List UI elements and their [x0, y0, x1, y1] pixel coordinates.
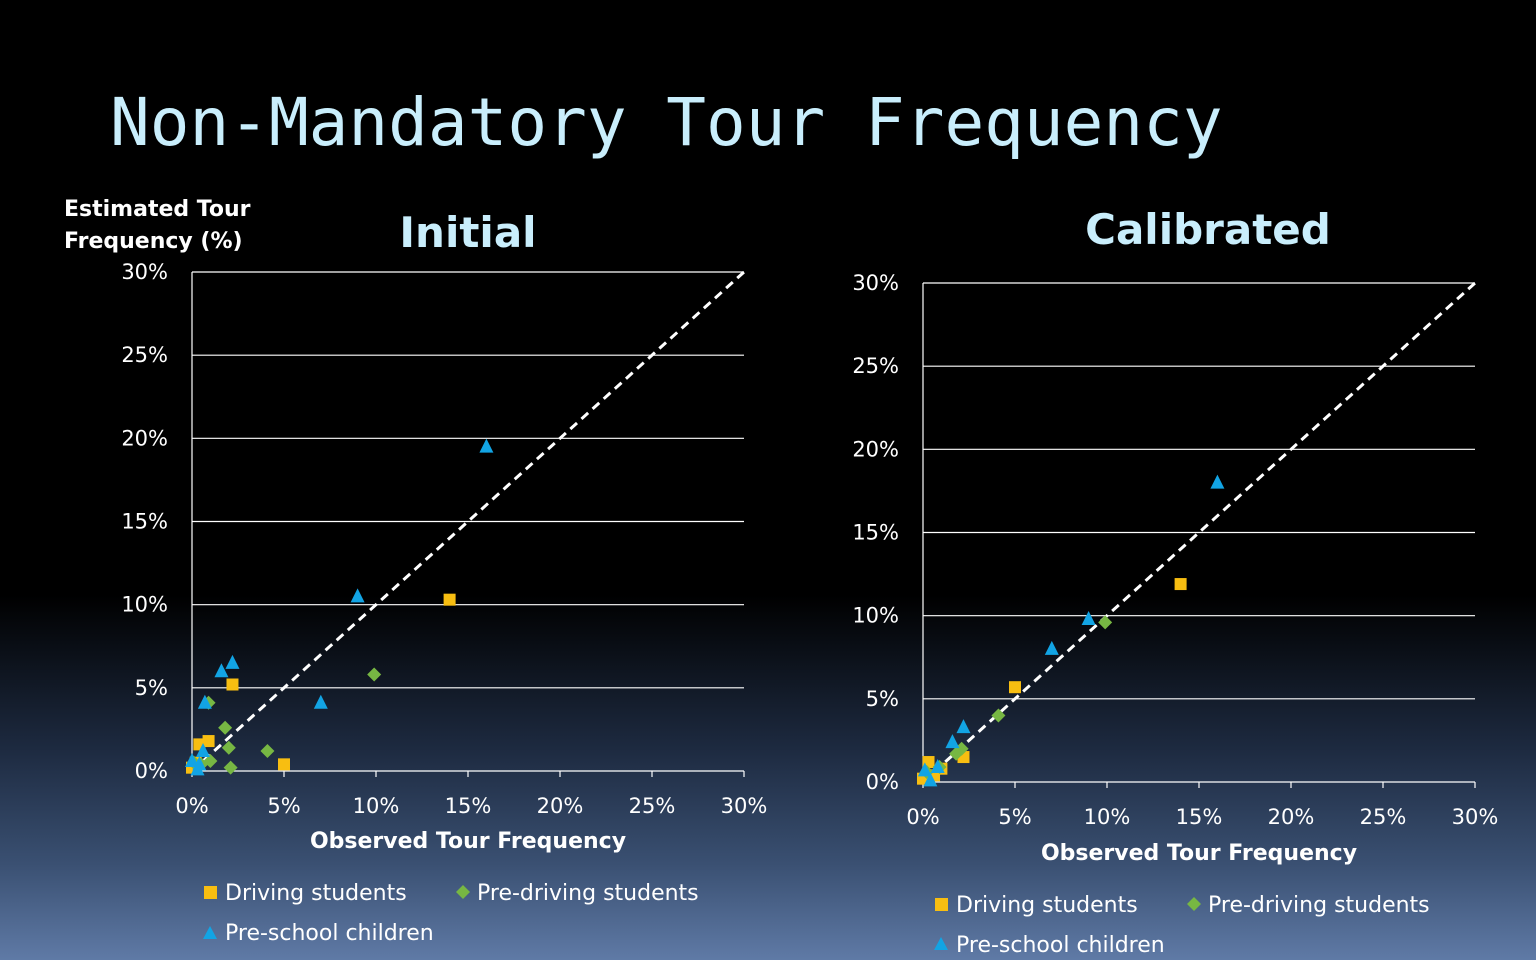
y-tick-label-initial: 20% — [121, 426, 168, 450]
y-axis-label-line2-initial: Frequency (%) — [64, 229, 243, 254]
data-point-driving-initial — [202, 735, 215, 748]
chart-initial: Initial Estimated Tour Frequency (%) 0% 5… — [64, 197, 767, 946]
y-tick-label-initial: 0% — [135, 759, 168, 783]
legend-label-driving-calibrated: Driving students — [956, 893, 1138, 918]
legend-marker-preschool-initial — [203, 926, 217, 939]
data-points-initial — [185, 438, 494, 776]
legend-label-preschool-initial: Pre-school children — [225, 921, 434, 946]
y-tick-label-initial: 15% — [121, 510, 168, 534]
legend-label-predriving-calibrated: Pre-driving students — [1208, 893, 1430, 918]
data-point-preschool-initial — [479, 438, 494, 453]
x-tick-label-initial: 30% — [721, 794, 768, 818]
data-point-preschool-calibrated — [917, 762, 932, 777]
data-point-driving-calibrated — [1009, 681, 1021, 694]
x-tick-label-calibrated: 30% — [1452, 805, 1499, 829]
legend-initial: Driving students Pre-driving students Pr… — [203, 881, 699, 946]
x-tick-label-initial: 10% — [353, 794, 400, 818]
y-tick-label-calibrated: 30% — [852, 271, 899, 295]
legend-label-preschool-calibrated: Pre-school children — [956, 933, 1165, 958]
legend-marker-preschool-calibrated — [934, 937, 948, 950]
x-tick-labels-calibrated: 0% 5% 10% 15% 20% 25% 30% — [906, 782, 1498, 829]
data-point-preschool-calibrated — [956, 719, 971, 734]
x-tick-label-calibrated: 15% — [1176, 805, 1223, 829]
data-point-predriving-calibrated — [954, 741, 969, 756]
legend-marker-driving-calibrated — [935, 898, 948, 911]
data-point-predriving-calibrated — [1098, 615, 1113, 630]
y-tick-label-initial: 5% — [135, 676, 168, 700]
diagonal-reference-calibrated — [921, 281, 1477, 784]
x-tick-label-initial: 20% — [537, 794, 584, 818]
data-point-preschool-initial — [350, 588, 365, 603]
legend-marker-predriving-initial — [456, 885, 470, 899]
y-tick-label-calibrated: 5% — [866, 687, 899, 711]
data-point-driving-initial — [443, 593, 456, 606]
data-point-driving-initial — [226, 678, 239, 691]
data-point-predriving-initial — [260, 744, 275, 759]
y-tick-label-calibrated: 10% — [852, 604, 899, 628]
data-point-predriving-initial — [218, 720, 233, 735]
y-tick-labels-initial: 0% 5% 10% 15% 20% 25% 30% — [121, 260, 168, 783]
data-point-preschool-calibrated — [1081, 610, 1096, 625]
x-tick-label-initial: 0% — [175, 794, 208, 818]
x-axis-label-calibrated: Observed Tour Frequency — [1041, 841, 1357, 866]
data-point-driving-calibrated — [1174, 578, 1187, 591]
data-point-predriving-initial — [367, 667, 382, 682]
data-point-preschool-initial — [185, 753, 199, 768]
x-tick-label-initial: 15% — [445, 794, 492, 818]
data-point-predriving-initial — [221, 740, 236, 755]
data-point-preschool-initial — [197, 694, 212, 709]
y-tick-label-initial: 30% — [121, 260, 168, 284]
x-tick-label-initial: 5% — [267, 794, 300, 818]
y-tick-label-initial: 10% — [121, 593, 168, 617]
data-point-preschool-calibrated — [1210, 474, 1225, 489]
x-tick-label-calibrated: 10% — [1084, 805, 1131, 829]
data-point-predriving-calibrated — [991, 708, 1006, 723]
y-axis-label-line1-initial: Estimated Tour — [64, 197, 251, 222]
data-point-preschool-initial — [192, 756, 207, 771]
data-point-preschool-calibrated — [930, 759, 945, 774]
x-tick-label-calibrated: 25% — [1360, 805, 1407, 829]
x-axis-label-initial: Observed Tour Frequency — [310, 829, 626, 854]
data-point-preschool-initial — [196, 743, 211, 758]
legend-marker-driving-initial — [204, 886, 217, 899]
chart-title-calibrated: Calibrated — [1085, 205, 1331, 254]
legend-label-driving-initial: Driving students — [225, 881, 407, 906]
x-tick-label-calibrated: 0% — [906, 805, 939, 829]
data-point-predriving-initial — [223, 760, 238, 775]
x-tick-label-calibrated: 20% — [1268, 805, 1315, 829]
x-tick-label-initial: 25% — [629, 794, 676, 818]
chart-title-initial: Initial — [399, 208, 536, 257]
data-point-driving-initial — [278, 758, 290, 771]
y-tick-label-calibrated: 15% — [852, 521, 899, 545]
y-tick-label-initial: 25% — [121, 343, 168, 367]
diagonal-reference-initial — [190, 270, 746, 773]
data-point-preschool-calibrated — [1044, 640, 1059, 655]
chart-calibrated: Calibrated 0% 5% 10% 15% 20% 25% 30% 0% 5% 10% 15… — [852, 205, 1498, 958]
legend-label-predriving-initial: Pre-driving students — [477, 881, 699, 906]
data-point-predriving-initial — [203, 754, 218, 769]
y-tick-label-calibrated: 0% — [866, 770, 899, 794]
data-point-preschool-initial — [214, 663, 229, 678]
x-tick-label-calibrated: 5% — [998, 805, 1031, 829]
data-point-preschool-calibrated — [945, 734, 960, 749]
x-tick-labels-initial: 0% 5% 10% 15% 20% 25% 30% — [175, 771, 767, 818]
legend-marker-predriving-calibrated — [1187, 897, 1201, 911]
data-point-preschool-initial — [313, 694, 328, 709]
y-tick-label-calibrated: 20% — [852, 437, 899, 461]
y-tick-label-calibrated: 25% — [852, 354, 899, 378]
legend-calibrated: Driving students Pre-driving students Pr… — [934, 893, 1430, 958]
y-tick-labels-calibrated: 0% 5% 10% 15% 20% 25% 30% — [852, 271, 899, 794]
data-point-preschool-calibrated — [923, 772, 938, 787]
slide-title: Non-Mandatory Tour Frequency — [110, 84, 1223, 161]
data-point-preschool-initial — [225, 654, 240, 669]
data-points-calibrated — [917, 474, 1225, 787]
